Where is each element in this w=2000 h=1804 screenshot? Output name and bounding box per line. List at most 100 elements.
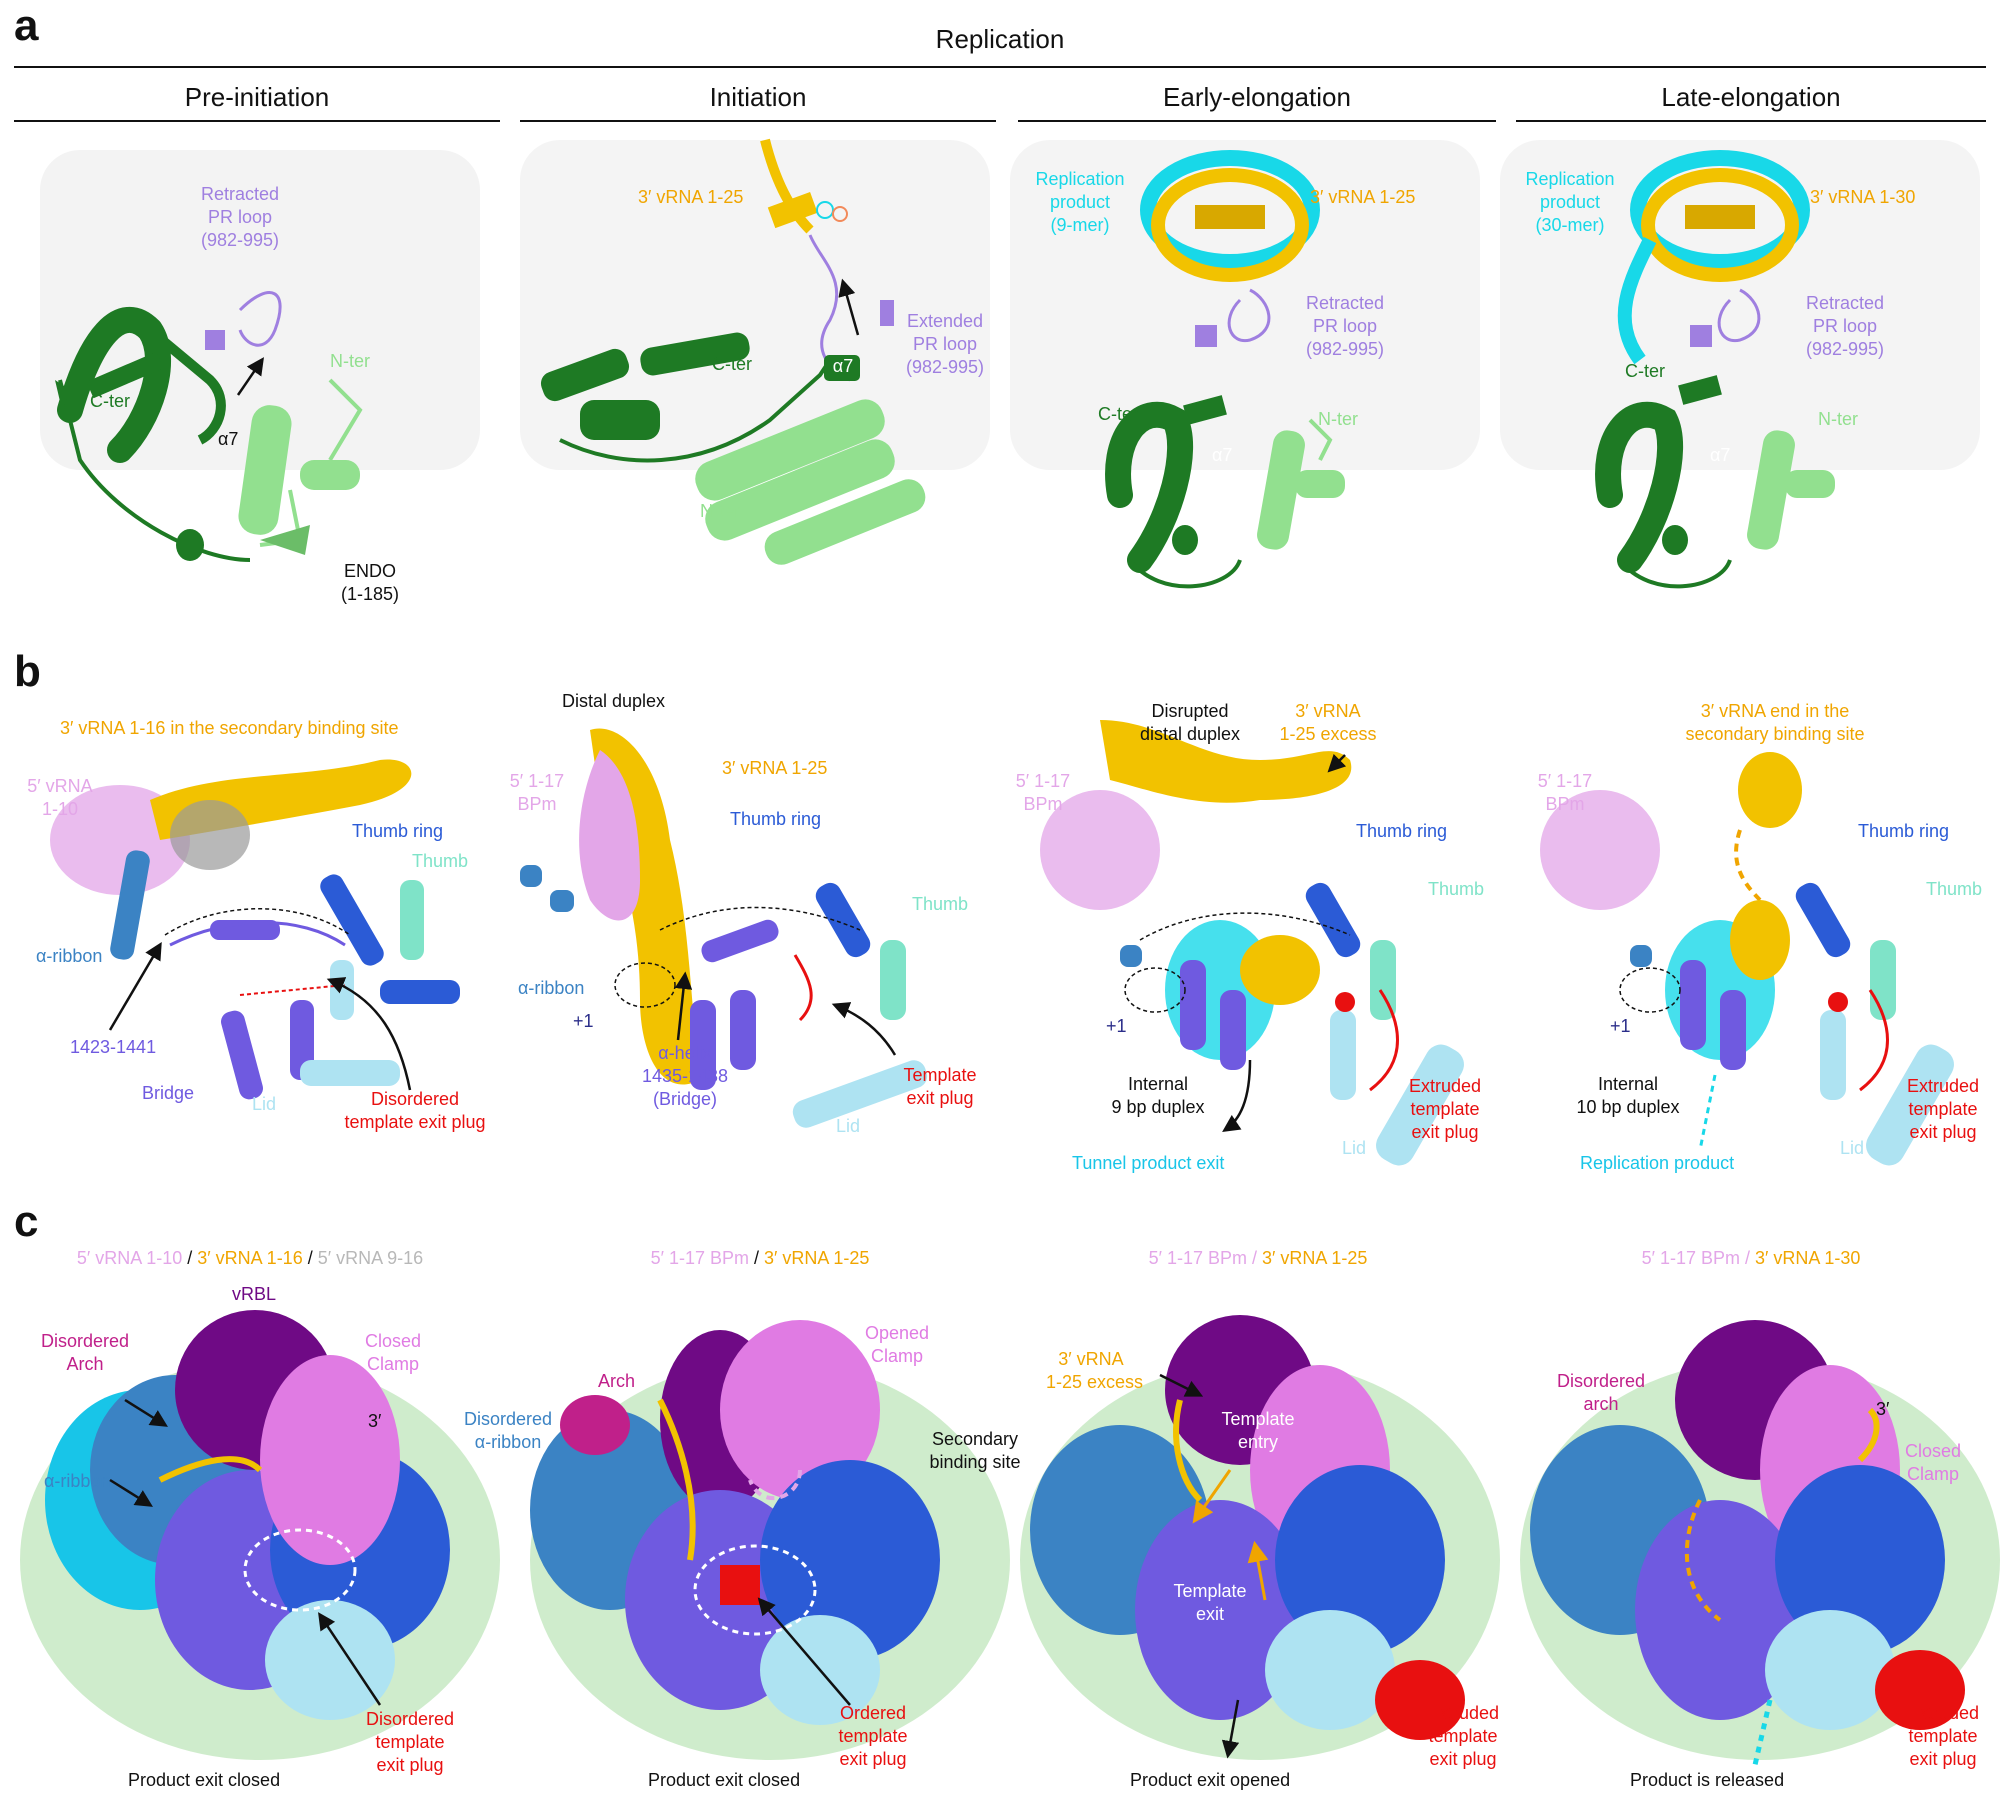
plug-label: Disordered template exit plug — [365, 1709, 455, 1775]
secondary-site-header: 3′ vRNA end in the secondary binding site — [1685, 701, 1865, 744]
product-exit-caption: Product exit opened — [1130, 1770, 1291, 1790]
arch-label: Disordered Arch — [40, 1331, 130, 1374]
thumb-ring-label: Thumb ring — [352, 821, 444, 841]
n-ter-label: N-ter — [330, 351, 370, 371]
three-prime-label: 3′ — [368, 1411, 382, 1431]
pr-loop-label: Extended PR loop (982-995) — [905, 311, 985, 377]
plug-label: Disordered template exit plug — [344, 1089, 486, 1132]
alpha7-label: α7 — [832, 356, 854, 376]
n-ter-label: N-ter — [1818, 409, 1858, 429]
c-ter-label: C-ter — [1625, 361, 1665, 381]
c-ter-label: C-ter — [90, 391, 130, 411]
range-label: 1423-1441 — [70, 1037, 157, 1057]
distal-duplex-header: Distal duplex — [562, 691, 666, 711]
thumb-label: Thumb — [912, 894, 969, 914]
plug-label: Ordered template exit plug — [838, 1703, 908, 1769]
alpha-ribbon-label: α-ribbon — [44, 1471, 111, 1491]
clamp-label: Closed Clamp — [1904, 1441, 1962, 1484]
panel-a-col4-rule — [1516, 120, 1986, 122]
three-prime-label: 3′ — [1876, 1399, 1890, 1419]
panel-a-col4-title: Late-elongation — [1661, 82, 1841, 112]
thumb-ring-label: Thumb ring — [730, 809, 822, 829]
alpha-ribbon-label: Disordered α-ribbon — [463, 1409, 553, 1452]
thumb-ring-label: Thumb ring — [1858, 821, 1950, 841]
five-prime-label: 5′ 1-17 BPm — [509, 771, 565, 814]
vrna-label: 3′ vRNA 1-25 — [1310, 187, 1416, 207]
five-prime-label: 5′ 1-17 BPm — [1537, 771, 1593, 814]
panel-a-col1-title: Pre-initiation — [184, 82, 330, 112]
clamp-label: Closed Clamp — [364, 1331, 422, 1374]
lid-label: Lid — [836, 1116, 861, 1136]
bridge-label: Bridge — [142, 1083, 195, 1103]
panel-c-col1-subtitle: 5′ vRNA 1-10 / 3′ vRNA 1-16 / 5′ vRNA 9-… — [76, 1248, 424, 1268]
vrna-excess-label: 3′ vRNA 1-25 excess — [1279, 701, 1377, 744]
n-ter-label: N-ter — [700, 501, 740, 521]
panel-a-col4-structure — [1500, 140, 1980, 589]
panel-a-header-rule — [14, 66, 1986, 68]
pr-loop-label: Retracted PR loop (982-995) — [1805, 293, 1885, 359]
panel-b-col3-structure — [1040, 720, 1464, 1166]
vrna-label: 3′ vRNA 1-25 — [638, 187, 744, 207]
pr-loop-label: Retracted PR loop (982-995) — [1305, 293, 1385, 359]
endo-label: ENDO (1-185) — [340, 561, 400, 604]
panel-a-col2-rule — [520, 120, 996, 122]
plus-one-label: +1 — [573, 1011, 594, 1031]
thumb-label: Thumb — [412, 851, 469, 871]
lid-label: Lid — [1342, 1138, 1367, 1158]
panel-c-col2-subtitle: 5′ 1-17 BPm / 3′ vRNA 1-25 — [650, 1248, 870, 1268]
plug-label: Extruded template exit plug — [1426, 1703, 1500, 1769]
panel-b-col1-structure — [50, 759, 460, 1100]
panel-b-col4-structure — [1540, 752, 1954, 1166]
replication-product-label: Replication product — [1580, 1153, 1735, 1173]
panel-c-col4-subtitle: 5′ 1-17 BPm / 3′ vRNA 1-30 — [1641, 1248, 1861, 1268]
panel-a-letter: a — [14, 1, 39, 50]
clamp-label: Opened Clamp — [864, 1323, 930, 1366]
lid-label: Lid — [1840, 1138, 1865, 1158]
panel-a-col3-structure — [1010, 140, 1480, 589]
tunnel-exit-label: Tunnel product exit — [1072, 1153, 1225, 1173]
panel-a-col3-title: Early-elongation — [1163, 82, 1351, 112]
excess-label: 3′ vRNA 1-25 excess — [1046, 1349, 1144, 1392]
alpha7-label: α7 — [1212, 445, 1233, 465]
disrupted-duplex-header: Disrupted distal duplex — [1139, 701, 1241, 744]
lid-label: Lid — [252, 1094, 277, 1114]
panel-a-col2-structure — [520, 138, 990, 565]
c-ter-label: C-ter — [1098, 404, 1138, 424]
n-ter-label: N-ter — [1318, 409, 1358, 429]
plug-label: Extruded template exit plug — [1906, 1076, 1980, 1142]
alpha7-label: α7 — [1710, 445, 1731, 465]
panel-c-col1-structure — [20, 1310, 500, 1760]
internal-duplex-label: Internal 9 bp duplex — [1111, 1074, 1205, 1117]
secondary-site-label: Secondary binding site — [929, 1429, 1021, 1472]
alpha-ribbon-label: α-ribbon — [36, 946, 103, 966]
panel-c-col2-structure — [530, 1320, 1010, 1760]
panel-a-col1-structure — [40, 150, 480, 562]
plug-label: Template exit plug — [903, 1065, 977, 1108]
thumb-label: Thumb — [1926, 879, 1983, 899]
panel-c-col4-structure — [1520, 1320, 2000, 1766]
panel-a-col1-rule — [14, 120, 500, 122]
secondary-site-header: 3′ vRNA 1-16 in the secondary binding si… — [60, 718, 399, 738]
product-exit-caption: Product is released — [1630, 1770, 1785, 1790]
panel-b-letter: b — [14, 647, 41, 696]
template-entry-label: Template entry — [1221, 1409, 1295, 1452]
plus-one-label: +1 — [1106, 1016, 1127, 1036]
alpha7-label: α7 — [218, 429, 239, 449]
vrbl-label: vRBL — [232, 1284, 277, 1304]
plug-label: Extruded template exit plug — [1906, 1703, 1980, 1769]
panel-a-header: Replication — [935, 24, 1065, 54]
product-exit-caption: Product exit closed — [128, 1770, 281, 1790]
thumb-label: Thumb — [1428, 879, 1485, 899]
template-exit-label: Template exit — [1173, 1581, 1247, 1624]
alpha-ribbon-label: α-ribbon — [518, 978, 585, 998]
c-ter-label: C-ter — [712, 354, 752, 374]
panel-a-col3-rule — [1018, 120, 1496, 122]
panel-c-col3-structure — [1020, 1315, 1500, 1760]
product-label: Replication product (9-mer) — [1035, 169, 1125, 235]
arch-label: Disordered arch — [1556, 1371, 1646, 1414]
thumb-ring-label: Thumb ring — [1356, 821, 1448, 841]
five-prime-label: 5′ vRNA 1-10 — [27, 776, 93, 819]
plus-one-label: +1 — [1610, 1016, 1631, 1036]
vrna-label: 3′ vRNA 1-25 — [722, 758, 828, 778]
